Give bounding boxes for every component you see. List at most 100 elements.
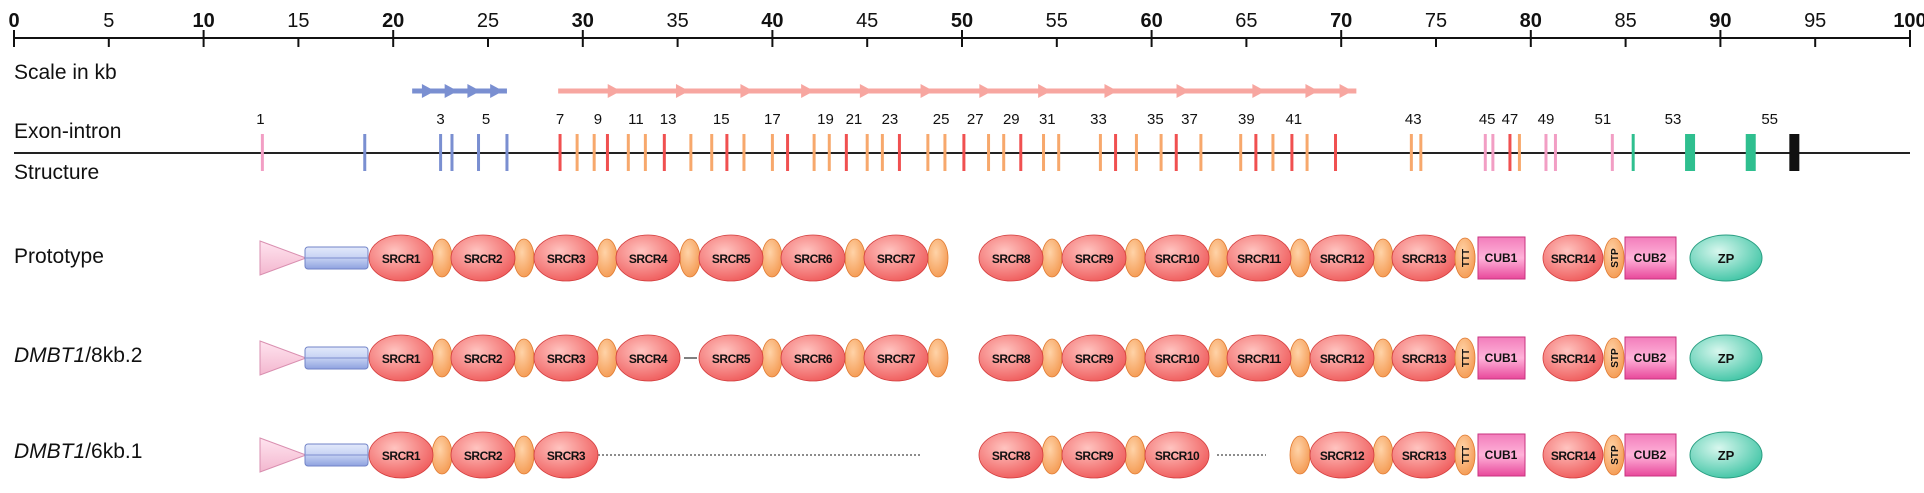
sid-domain [761,338,783,378]
exon-bar [1134,134,1138,171]
zp-label: ZP [1718,448,1735,463]
scale-label: Scale in kb [14,61,117,84]
cub1-domain [1477,336,1526,380]
cub1-domain [1477,236,1526,280]
exon-number-label: 21 [846,111,863,128]
scale-tick-label: 0 [8,10,19,32]
exon-number-label: 41 [1285,111,1302,128]
exon-number-label: 27 [967,111,984,128]
srcr-domain [1309,234,1375,282]
sid-domain [513,338,535,378]
cub2-domain [1624,236,1677,280]
red-arrow-head [607,84,621,98]
srcr-domain-label: SRCR3 [547,352,586,366]
srcr-domain-label: SRCR3 [547,252,586,266]
exon-bar [742,134,746,171]
exon-bar [1508,134,1512,171]
red-arrow-head [979,84,993,98]
srcr-domain [698,334,764,382]
srcr14-domain [1542,334,1604,382]
structure-label: Structure [14,161,100,184]
exon-number-label: 37 [1181,111,1198,128]
protein-label-italic: DMBT1 [14,440,86,463]
exon-bar [1019,134,1023,171]
exon-bar [926,134,930,171]
srcr-domain-label: SRCR11 [1237,252,1282,266]
srcr14-label: SRCR14 [1551,252,1596,266]
stp-domain [1603,237,1625,279]
exon-bar [1553,134,1557,171]
exon-number-label: 1 [256,111,264,128]
red-arrow-head [1038,84,1052,98]
srcr-domain-label: SRCR13 [1402,449,1447,463]
scale-tick-label: 20 [382,10,404,32]
scale-tick-label: 100 [1893,10,1924,32]
exon-bar [363,134,367,171]
scale-tick-label: 80 [1520,10,1542,32]
protein-row-6kb [259,431,1763,479]
srcr-domain-label: SRCR12 [1320,252,1365,266]
scale-tick-label: 45 [856,10,878,32]
sid-domain [761,238,783,278]
srcr-domain-label: SRCR8 [992,352,1031,366]
blue-arrow-head [490,84,504,98]
stp-label: STP [1610,445,1621,465]
srcr-domain-label: SRCR6 [794,352,833,366]
exon-number-label: 29 [1003,111,1020,128]
blue-arrow-head [421,84,435,98]
srcr-domain [1061,431,1127,479]
srcr-domain [978,334,1044,382]
exon-bar [605,134,609,171]
srcr-domain [780,334,846,382]
exon-bar [1483,134,1487,171]
red-arrow-head [675,84,689,98]
scale-tick-label: 10 [192,10,214,32]
exon-bar [844,134,848,171]
scale-tick-label: 60 [1140,10,1162,32]
scale-tick-label: 70 [1330,10,1352,32]
exon-bar [1254,134,1258,171]
cub2-domain [1624,433,1677,477]
stp-label: STP [1610,248,1621,268]
exon-bar [1098,134,1102,171]
ttt-label: TTT [1461,349,1472,367]
scale-tick-label: 5 [103,10,114,32]
sid-domain [1207,338,1229,378]
exon-bar [1610,134,1614,171]
zp-domain [1689,334,1763,382]
srcr-domain [1309,334,1375,382]
scale-tick-label: 40 [761,10,783,32]
exon-number-label: 17 [764,111,781,128]
exon-bar [1419,134,1423,171]
ttt-domain [1454,434,1476,476]
ttt-domain [1454,237,1476,279]
exon-number-label: 45 [1479,111,1496,128]
exon-number-label: 53 [1665,111,1682,128]
exon-bar [626,134,630,171]
sid-domain [596,338,618,378]
exon-bar [1042,134,1046,171]
sid-domain [431,435,453,475]
srcr14-label: SRCR14 [1551,449,1596,463]
srcr-domain [1144,431,1210,479]
exon-bar [558,134,562,171]
exon-bar [1544,134,1548,171]
srcr-domain-label: SRCR8 [992,449,1031,463]
srcr-domain-label: SRCR2 [464,449,503,463]
zp-label: ZP [1718,351,1735,366]
stp-domain [1603,434,1625,476]
exon-bar [477,134,481,171]
zp-label: ZP [1718,251,1735,266]
srcr-domain-label: SRCR11 [1237,352,1282,366]
srcr-domain-label: SRCR1 [382,252,421,266]
srcr-domain-label: SRCR12 [1320,449,1365,463]
srcr-domain-label: SRCR9 [1075,352,1114,366]
exon-bar [1789,134,1800,171]
srcr-domain [1144,234,1210,282]
srcr-domain-label: SRCR7 [877,352,916,366]
exon-number-label: 47 [1502,111,1519,128]
exon-number-label: 33 [1090,111,1107,128]
ttt-label: TTT [1461,446,1472,464]
scale-tick-label: 95 [1804,10,1826,32]
